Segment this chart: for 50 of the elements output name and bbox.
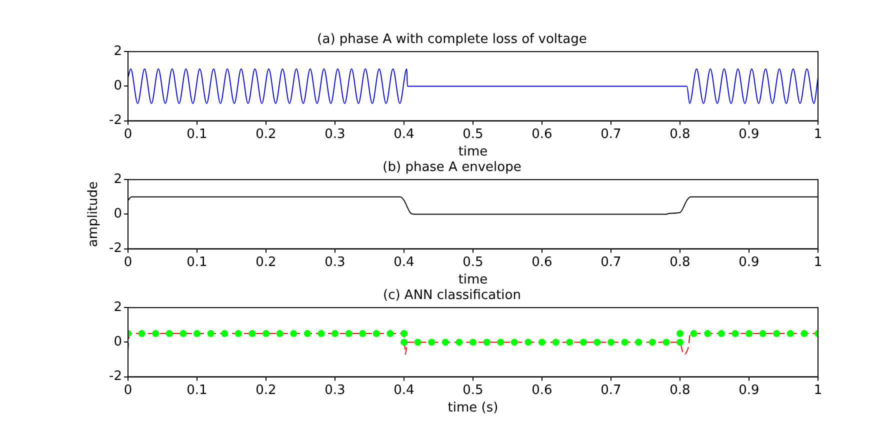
x-tick-label: 0 <box>124 126 132 142</box>
x-tick-label: 0.2 <box>256 382 276 398</box>
x-tick-label: 0.5 <box>462 382 484 398</box>
chart-title: (b) phase A envelope <box>382 160 522 176</box>
y-tick-label: -2 <box>109 369 122 384</box>
x-tick-label: 1 <box>814 382 822 398</box>
x-tick-label: 0.9 <box>738 382 760 398</box>
x-tick-label: 0.8 <box>670 254 690 270</box>
y-axis-title: amplitude <box>86 181 102 248</box>
x-tick-label: 0.1 <box>186 126 208 142</box>
y-tick-label: -2 <box>109 241 122 256</box>
chart-title: (a) phase A with complete loss of voltage <box>317 32 587 48</box>
x-tick-label: 0.8 <box>670 382 690 398</box>
x-tick-label: 0.6 <box>532 382 552 398</box>
x-tick-label: 0.6 <box>532 254 552 270</box>
x-tick-label: 1 <box>814 126 822 142</box>
x-tick-label: 1 <box>814 254 822 270</box>
x-tick-label: 0.7 <box>600 382 622 398</box>
x-tick-label: 0.4 <box>394 254 414 270</box>
x-tick-label: 0.1 <box>186 254 208 270</box>
x-axis-title: time (s) <box>448 400 498 416</box>
x-tick-label: 0 <box>124 382 132 398</box>
chart-title: (c) ANN classification <box>383 288 521 304</box>
x-tick-label: 0.4 <box>394 382 414 398</box>
x-tick-label: 0.3 <box>324 254 346 270</box>
x-tick-label: 0 <box>124 254 132 270</box>
x-tick-label: 0.8 <box>670 126 690 142</box>
x-tick-label: 0.2 <box>256 126 276 142</box>
line-series <box>128 68 818 104</box>
y-tick-label: 0 <box>114 78 122 94</box>
x-tick-label: 0.5 <box>462 254 484 270</box>
y-tick-label: -2 <box>109 113 122 128</box>
x-tick-label: 0.7 <box>600 254 622 270</box>
y-tick-label: 2 <box>114 44 122 59</box>
x-tick-label: 0.4 <box>394 126 414 142</box>
x-tick-label: 0.9 <box>738 254 760 270</box>
x-axis-title: time <box>458 144 488 160</box>
x-tick-label: 0.3 <box>324 126 346 142</box>
x-tick-label: 0.1 <box>186 382 208 398</box>
y-tick-label: 0 <box>114 206 122 222</box>
x-axis-title: time <box>458 272 488 288</box>
x-tick-label: 0.9 <box>738 126 760 142</box>
y-tick-label: 2 <box>114 300 122 315</box>
x-tick-label: 0.5 <box>462 126 484 142</box>
x-tick-label: 0.7 <box>600 126 622 142</box>
x-tick-label: 0.3 <box>324 382 346 398</box>
x-tick-label: 0.6 <box>532 126 552 142</box>
y-tick-label: 0 <box>114 334 122 350</box>
y-tick-label: 2 <box>114 172 122 187</box>
x-tick-label: 0.2 <box>256 254 276 270</box>
